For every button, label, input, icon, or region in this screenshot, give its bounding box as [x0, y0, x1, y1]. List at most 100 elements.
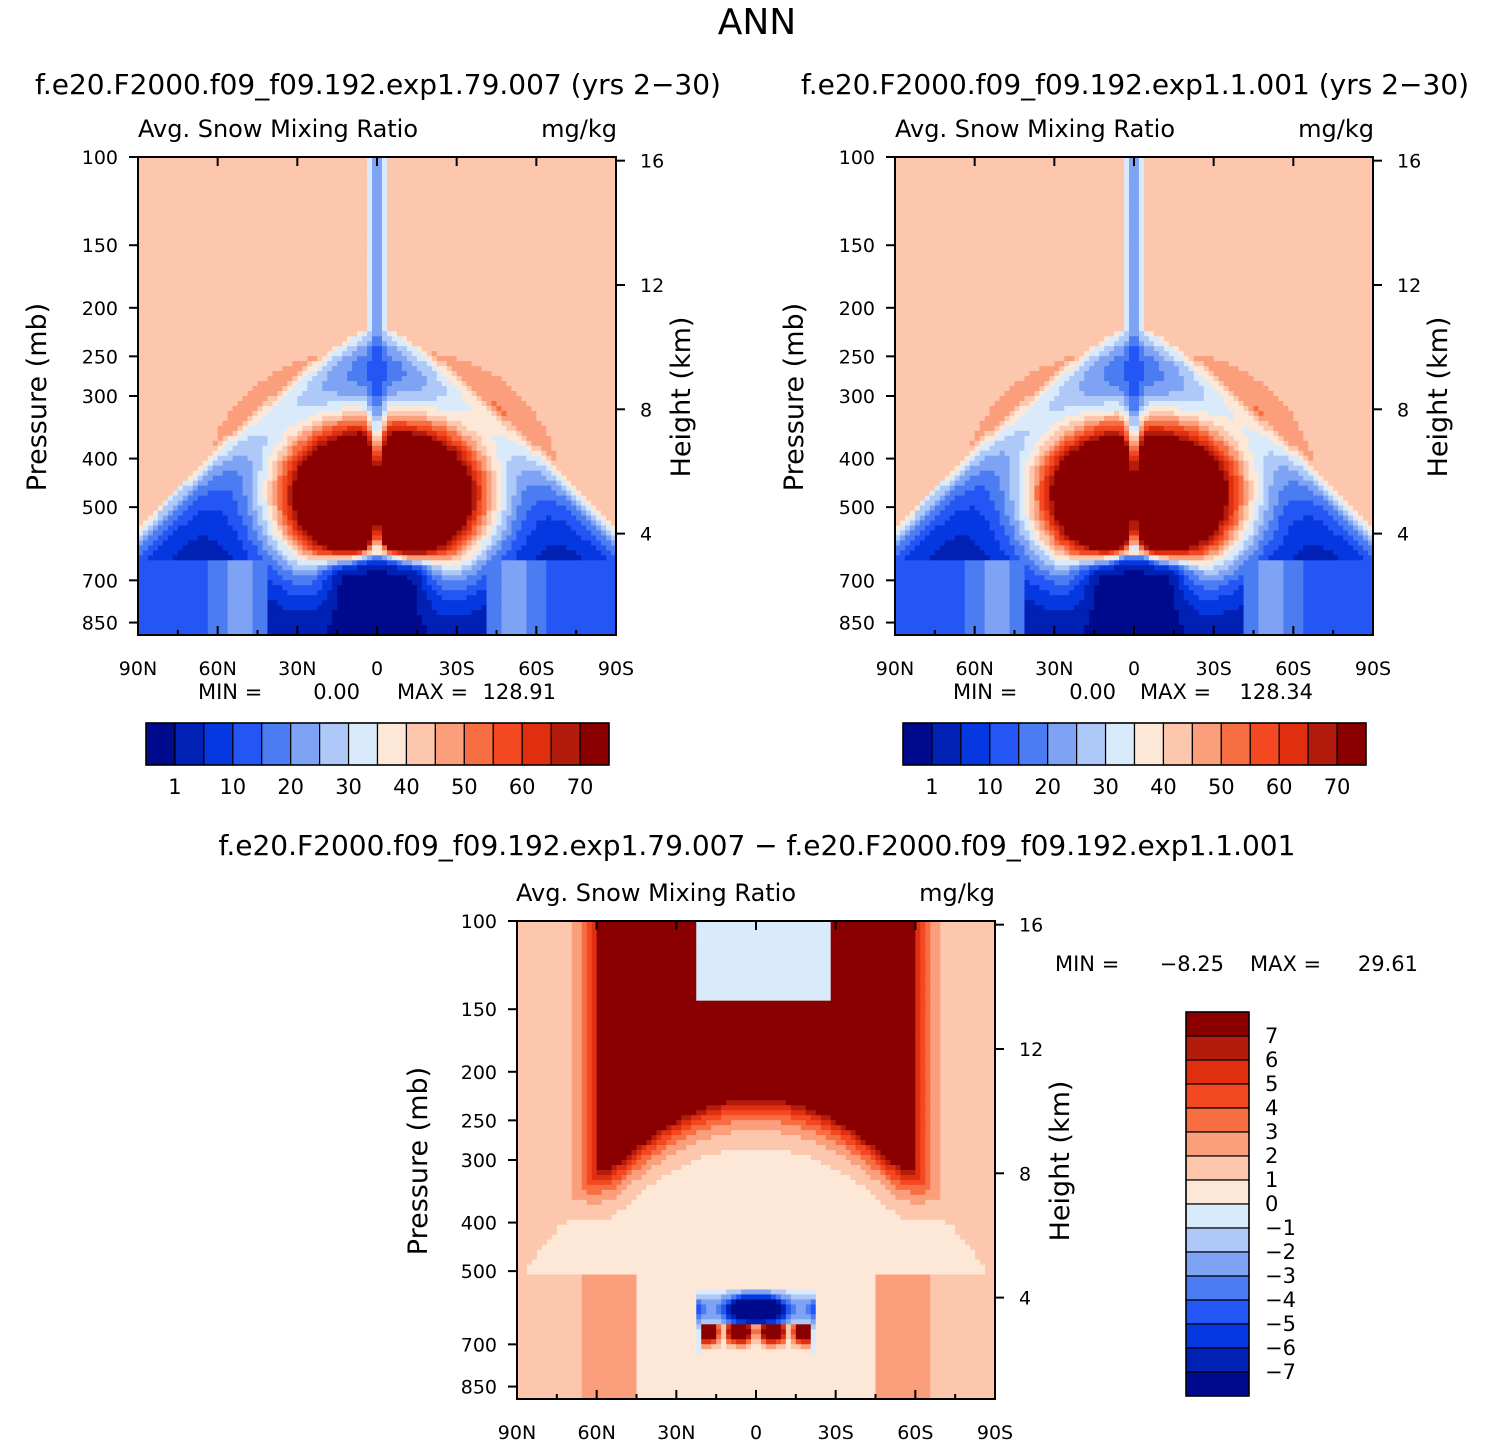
case1-colorbar-label: 60 [509, 775, 536, 799]
case1-field-cell [367, 326, 373, 332]
case1-field-cell [287, 465, 293, 472]
case1-field-cell [521, 435, 527, 442]
case2-colorbar-label: 10 [976, 775, 1003, 799]
case2-field-cell [1014, 410, 1026, 417]
case1-field-cell [431, 605, 483, 611]
case2-field-cell [1014, 515, 1021, 522]
case2-field-cell [1024, 505, 1031, 512]
case2-field-cell [1238, 440, 1250, 447]
case2-field-cell [1059, 371, 1065, 377]
case2-field-cell [1248, 535, 1255, 541]
case1-field-cell [267, 585, 283, 591]
case1-field-cell [461, 381, 468, 387]
case1-field-cell [501, 505, 508, 512]
case2-field-cell [974, 540, 1001, 546]
case2-field-cell [895, 510, 911, 517]
case1-field-cell [372, 321, 383, 327]
case2-field-cell [895, 405, 991, 412]
case2-field-cell [1059, 440, 1065, 447]
case2-colorbar: 1 10 20 30 40 50 60 70 [902, 722, 1367, 799]
case2-field-cell [1138, 550, 1145, 556]
case2-field-cell [1044, 381, 1050, 387]
case1-field-cell [461, 535, 468, 541]
case2-field-cell [1129, 450, 1140, 457]
case2-field-cell [1124, 171, 1130, 178]
case1-field-cell [561, 480, 567, 487]
case1-field-cell [257, 480, 264, 487]
case2-field-cell [1004, 490, 1011, 497]
diff-field-cell [915, 1120, 921, 1126]
diff-field-cell [517, 955, 573, 962]
case1-colorbar-swatch [261, 722, 292, 766]
diff-field-cell [517, 1020, 573, 1027]
diff-field-cell [636, 1369, 877, 1375]
case1-field-cell [262, 555, 274, 561]
diff-field-cell [915, 1080, 921, 1086]
case1-y-tick-label: 150 [82, 235, 118, 257]
diff-field-cell [596, 975, 697, 982]
case1-field-cell [481, 605, 488, 611]
case2-field-cell [979, 510, 1001, 517]
case2-field-cell [1228, 530, 1235, 537]
diff-field-cell [940, 1020, 996, 1027]
case1-field-cell [546, 590, 617, 596]
case2-field-cell [1084, 585, 1095, 591]
case2-field-cell [1049, 505, 1055, 512]
case2-field-cell [1084, 371, 1105, 377]
diff-field-cell [517, 1339, 583, 1345]
case2-field-cell [1228, 495, 1235, 502]
case2-field-cell [984, 455, 1011, 462]
case1-field-cell [506, 465, 547, 472]
diff-field-cell [785, 1339, 792, 1345]
case1-field-cell [152, 530, 164, 537]
diff-field-cell [696, 1329, 702, 1335]
case2-field-cell [1268, 540, 1284, 546]
case2-field-cell [1243, 590, 1260, 596]
case1-field-cell [187, 475, 194, 482]
case1-field-cell [606, 515, 617, 522]
case1-field-cell [431, 356, 438, 362]
diff-field-cell [815, 1324, 877, 1330]
case2-field-cell [924, 495, 931, 502]
case2-field-cell [1054, 396, 1125, 402]
case1-field-cell [307, 530, 373, 537]
case1-field-cell [287, 425, 303, 432]
case1-field-cell [541, 450, 547, 457]
case2-field-cell [1044, 560, 1055, 566]
case1-field-cell [551, 460, 617, 467]
case2-field-cell [895, 291, 1125, 298]
diff-field-cell [517, 1244, 543, 1251]
diff-field-cell [930, 1394, 996, 1400]
diff-field-cell [726, 1329, 732, 1335]
case1-field-cell [138, 420, 224, 427]
case1-field-cell [516, 535, 527, 541]
case2-field-cell [984, 630, 1011, 636]
case1-field-cell [367, 560, 388, 566]
diff-y-tick-label: 500 [461, 1261, 497, 1283]
diff-field-cell [880, 1199, 911, 1206]
case2-field-cell [1238, 540, 1245, 546]
diff-field-cell [940, 955, 996, 962]
case1-field-cell [476, 550, 483, 556]
case1-field-cell [501, 615, 527, 621]
diff-field-cell [596, 1005, 916, 1012]
case1-field-cell [197, 535, 209, 541]
diff-field-cell [875, 1354, 931, 1360]
case2-colorbar-swatch [1076, 722, 1107, 766]
case1-field-cell [277, 400, 298, 407]
case2-field-cell [1143, 341, 1155, 347]
case1-field-cell [431, 351, 438, 357]
case2-field-cell [1323, 490, 1329, 497]
case2-field-cell [1119, 410, 1125, 417]
case1-y2-tick-label: 12 [640, 275, 664, 297]
case1-colorbar-swatch [290, 722, 321, 766]
case1-field-cell [192, 500, 239, 507]
case1-field-cell [327, 590, 338, 596]
case2-field-cell [984, 620, 1011, 626]
diff-field-cell [656, 1135, 662, 1141]
case2-field-cell [1233, 480, 1240, 487]
case1-field-cell [456, 450, 463, 457]
diff-field-cell [940, 965, 996, 972]
case2-field-cell [1129, 176, 1140, 183]
diff-field-cell [581, 1279, 638, 1286]
